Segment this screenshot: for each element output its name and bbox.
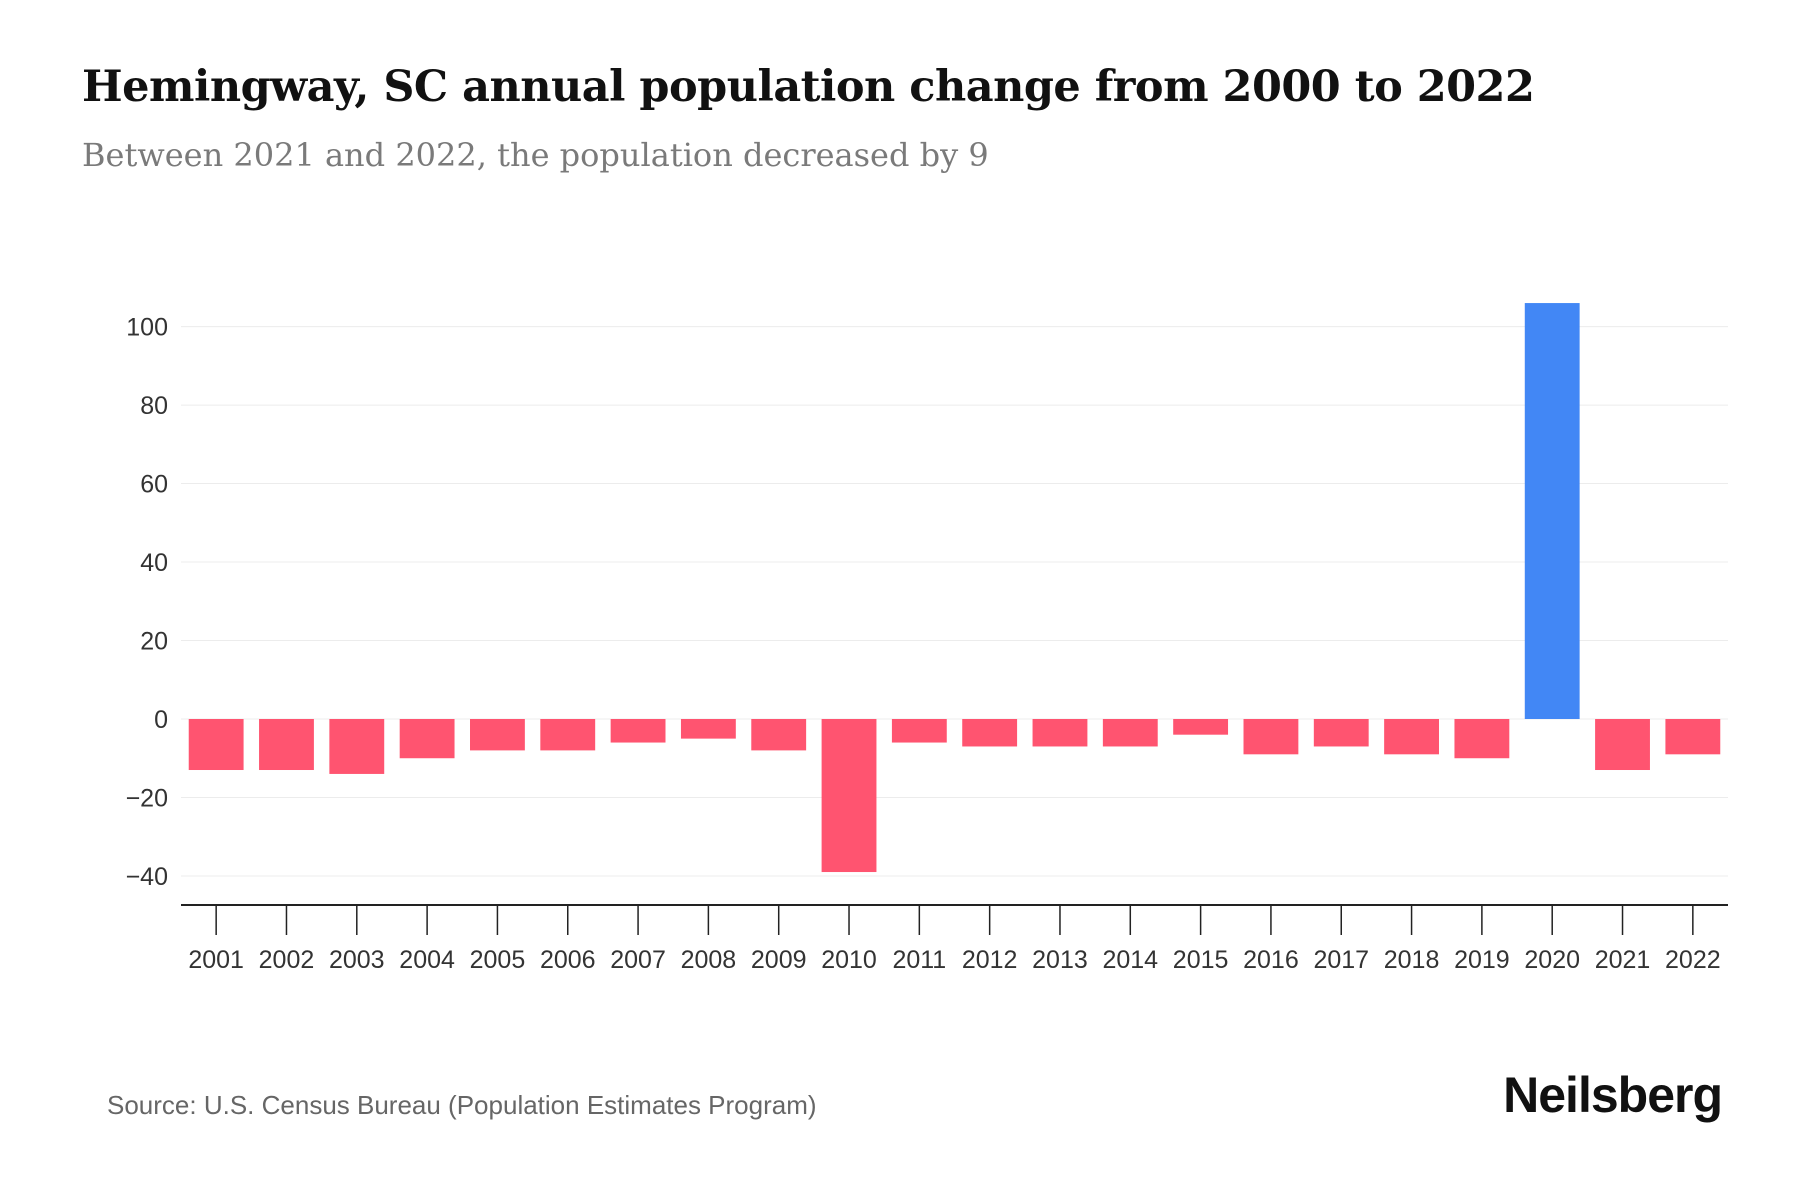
x-tick-label: 2008 (681, 946, 737, 974)
bar-2018 (1384, 719, 1439, 755)
x-tick-label: 2021 (1595, 946, 1651, 974)
bar-2011 (891, 719, 947, 743)
bar-2004 (399, 719, 455, 759)
y-tick-label: 40 (140, 549, 168, 577)
x-tick-label: 2001 (188, 946, 244, 974)
bar-2009 (751, 719, 807, 751)
bar-2017 (1313, 719, 1369, 747)
x-tick-label: 2012 (962, 946, 1018, 974)
x-tick-label: 2022 (1665, 946, 1721, 974)
y-tick-label: 100 (126, 314, 168, 342)
source-note: Source: U.S. Census Bureau (Population E… (107, 1090, 817, 1120)
bar-2007 (610, 719, 666, 743)
x-tick-label: 2017 (1313, 946, 1369, 974)
x-tick-label: 2010 (821, 946, 877, 974)
x-tick-label: 2016 (1243, 946, 1299, 974)
bar-2005 (470, 719, 525, 751)
bar-2003 (329, 719, 385, 774)
bar-2002 (259, 719, 314, 771)
x-tick-label: 2020 (1524, 946, 1580, 974)
neilsberg-logo: Neilsberg (1503, 1067, 1723, 1123)
x-tick-label: 2014 (1102, 946, 1158, 974)
bar-2022 (1665, 719, 1721, 755)
x-tick-label: 2018 (1384, 946, 1440, 974)
x-tick-label: 2007 (610, 946, 666, 974)
y-tick-label: −20 (126, 784, 168, 812)
x-tick-label: 2015 (1173, 946, 1229, 974)
y-tick-label: 60 (140, 471, 168, 499)
bar-2015 (1173, 719, 1229, 735)
bar-2001 (188, 719, 244, 771)
x-tick-label: 2019 (1454, 946, 1510, 974)
bar-2014 (1102, 719, 1158, 747)
x-tick-label: 2006 (540, 946, 596, 974)
bar-2016 (1243, 719, 1299, 755)
y-tick-label: −40 (126, 863, 168, 891)
bar-2013 (1032, 719, 1088, 747)
bar-2006 (540, 719, 596, 751)
x-tick-label: 2011 (892, 946, 946, 974)
bar-2008 (680, 719, 736, 739)
y-tick-label: 0 (154, 706, 168, 734)
x-tick-label: 2013 (1032, 946, 1088, 974)
bar-2010 (821, 719, 877, 873)
x-tick-label: 2005 (470, 946, 526, 974)
chart-subtitle: Between 2021 and 2022, the population de… (82, 136, 989, 174)
x-tick-label: 2009 (751, 946, 807, 974)
bar-2019 (1454, 719, 1510, 759)
x-tick-label: 2003 (329, 946, 385, 974)
x-tick-label: 2002 (259, 946, 315, 974)
bar-2021 (1595, 719, 1650, 771)
y-tick-label: 80 (140, 392, 168, 420)
bar-2012 (962, 719, 1018, 747)
x-tick-label: 2004 (399, 946, 455, 974)
chart-title: Hemingway, SC annual population change f… (82, 62, 1535, 112)
bar-2020 (1524, 303, 1580, 719)
y-tick-label: 20 (140, 628, 168, 656)
